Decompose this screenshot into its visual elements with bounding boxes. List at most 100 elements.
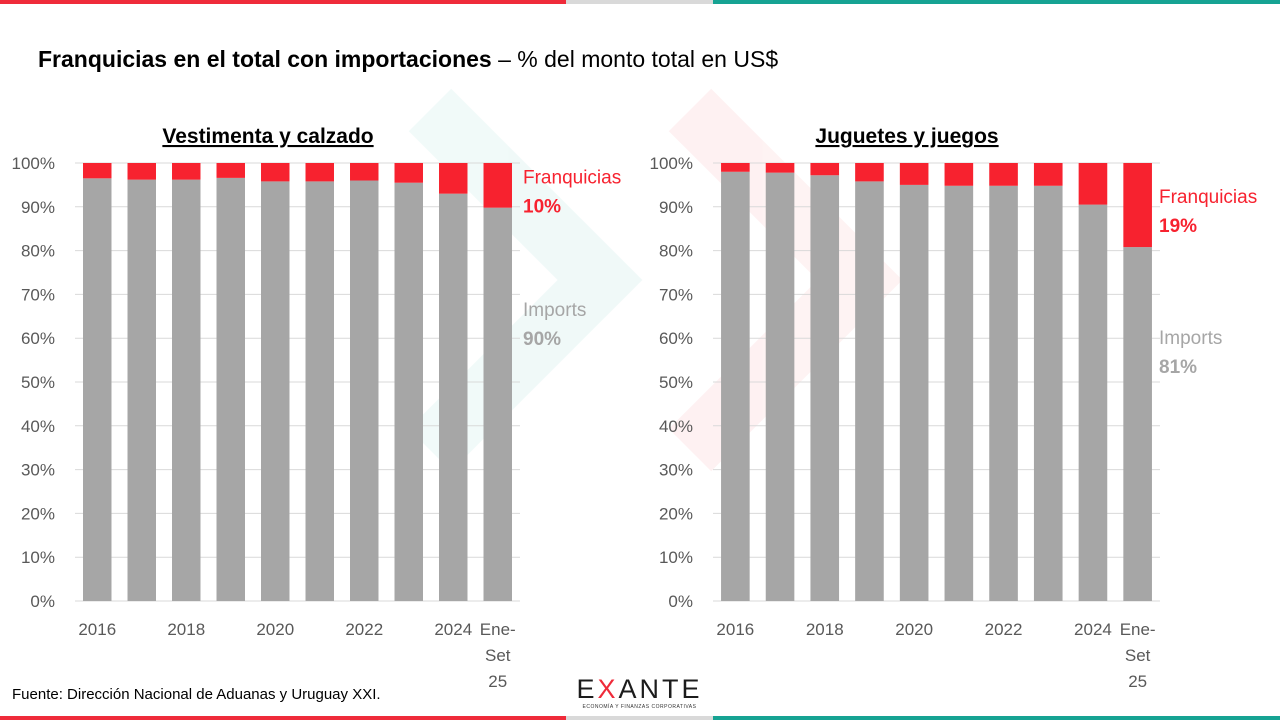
- bar-franquicias-2020: [899, 163, 929, 185]
- x-tick-label: 2016: [716, 620, 754, 639]
- y-tick-label: 20%: [21, 504, 55, 523]
- x-tick-label: 2020: [256, 620, 294, 639]
- bar-franquicias-2017: [765, 163, 795, 173]
- bar-imports-2022: [989, 185, 1018, 601]
- annotation-label-imports: Imports: [1159, 328, 1222, 349]
- bar-franquicias-ene-set-25: [483, 163, 512, 208]
- chart-vestimenta: Vestimenta y calzado 0% 10% 20% 30% 40% 50% 60%…: [12, 125, 622, 691]
- bar-franquicias-2017: [127, 163, 156, 180]
- bar-franquicias-2024: [439, 163, 468, 194]
- y-tick-label: 0%: [668, 592, 693, 611]
- bar-franquicias-2023: [1033, 163, 1063, 186]
- x-tick-label: 2020: [895, 620, 933, 639]
- bar-imports-2016: [721, 171, 750, 601]
- y-tick-label: 70%: [21, 285, 55, 304]
- logo-subtitle: ECONOMÍA Y FINANZAS CORPORATIVAS: [582, 704, 697, 710]
- chart-title: Juguetes y juegos: [815, 125, 998, 148]
- bar-franquicias-2023: [394, 163, 423, 183]
- exante-logo: EXANTE ECONOMÍA Y FINANZAS CORPORATIVAS: [572, 674, 707, 711]
- x-tick-label: 2022: [345, 620, 383, 639]
- bar-franquicias-2018: [810, 163, 840, 176]
- annotation-value-franquicias: 10%: [523, 196, 561, 217]
- bar-imports-ene-set-25: [1123, 247, 1152, 601]
- bar-franquicias-2016: [721, 163, 750, 172]
- page-title-rest: – % del monto total en US$: [498, 46, 779, 72]
- annotation-label-franquicias: Franquicias: [1159, 187, 1257, 208]
- bottom-accent-teal: [713, 716, 1280, 720]
- y-tick-label: 10%: [659, 548, 693, 567]
- top-accent-grey: [566, 0, 713, 4]
- x-tick-label: 2018: [806, 620, 844, 639]
- bar-franquicias-2024: [1078, 163, 1108, 205]
- bar-imports-2017: [127, 179, 156, 602]
- bar-franquicias-2016: [83, 163, 112, 179]
- x-tick-label: 2018: [167, 620, 205, 639]
- bar-imports-ene-set-25: [483, 207, 512, 601]
- bar-franquicias-2018: [172, 163, 201, 180]
- chart-juguetes: Juguetes y juegos 0% 10% 20% 30% 40% 50% 60% 70%…: [650, 125, 1258, 691]
- annotation-label-franquicias: Franquicias: [523, 167, 621, 188]
- bottom-accent-grey: [566, 716, 713, 720]
- page-title-bold: Franquicias en el total con importacione…: [38, 46, 492, 72]
- source-note: Fuente: Dirección Nacional de Aduanas y …: [12, 686, 381, 703]
- bar-franquicias-2021: [305, 163, 334, 182]
- bar-imports-2022: [350, 180, 379, 601]
- bar-imports-2021: [305, 181, 334, 601]
- logo-wordmark: EXANTE: [572, 674, 707, 704]
- bottom-accent-red: [0, 716, 566, 720]
- x-tick-label: 2022: [985, 620, 1023, 639]
- bar-imports-2017: [765, 172, 795, 602]
- y-tick-label: 60%: [659, 329, 693, 348]
- bar-imports-2023: [394, 182, 423, 601]
- y-tick-label: 10%: [21, 548, 55, 567]
- top-accent-teal: [713, 0, 1280, 4]
- annotation-value-imports: 81%: [1159, 357, 1197, 378]
- bar-franquicias-2020: [261, 163, 290, 182]
- bar-imports-2018: [810, 175, 840, 601]
- y-tick-label: 60%: [21, 329, 55, 348]
- bar-franquicias-ene-set-25: [1123, 163, 1152, 248]
- y-tick-label: 30%: [659, 461, 693, 480]
- y-tick-label: 90%: [21, 198, 55, 217]
- bar-imports-2018: [172, 179, 201, 602]
- y-tick-label: 80%: [659, 242, 693, 261]
- logo-letters-ante: ANTE: [618, 674, 703, 704]
- bar-imports-2016: [83, 178, 112, 601]
- y-tick-label: 100%: [650, 154, 693, 173]
- bar-imports-2019: [216, 177, 245, 601]
- x-tick-label: 2016: [78, 620, 116, 639]
- y-tick-label: 40%: [659, 417, 693, 436]
- y-tick-label: 50%: [21, 373, 55, 392]
- x-tick-label: Ene-Set 25: [1120, 620, 1156, 691]
- annotation-value-imports: 90%: [523, 329, 561, 350]
- y-tick-label: 20%: [659, 504, 693, 523]
- bar-imports-2024: [439, 193, 468, 601]
- y-tick-label: 70%: [659, 285, 693, 304]
- bar-imports-2019: [855, 181, 884, 601]
- logo-letter-e: E: [576, 674, 598, 704]
- bar-imports-2021: [944, 185, 974, 601]
- bar-franquicias-2019: [216, 163, 245, 178]
- chart-title: Vestimenta y calzado: [162, 125, 373, 148]
- bar-imports-2020: [899, 184, 929, 601]
- logo-letter-x: X: [597, 674, 619, 704]
- y-tick-label: 80%: [21, 242, 55, 261]
- y-tick-label: 90%: [659, 198, 693, 217]
- bar-imports-2020: [261, 181, 290, 601]
- bar-franquicias-2021: [944, 163, 974, 186]
- y-tick-label: 30%: [21, 461, 55, 480]
- bar-franquicias-2022: [350, 163, 379, 181]
- bar-imports-2023: [1033, 185, 1063, 601]
- page-title: Franquicias en el total con importacione…: [38, 46, 778, 73]
- bar-franquicias-2019: [855, 163, 884, 182]
- x-tick-label: Ene-Set 25: [480, 620, 516, 691]
- bar-imports-2024: [1078, 204, 1108, 602]
- annotation-label-imports: Imports: [523, 300, 586, 321]
- y-tick-label: 50%: [659, 373, 693, 392]
- x-tick-label: 2024: [1074, 620, 1112, 639]
- annotation-value-franquicias: 19%: [1159, 216, 1197, 237]
- bar-franquicias-2022: [989, 163, 1018, 186]
- x-tick-label: 2024: [434, 620, 472, 639]
- y-tick-label: 100%: [12, 154, 55, 173]
